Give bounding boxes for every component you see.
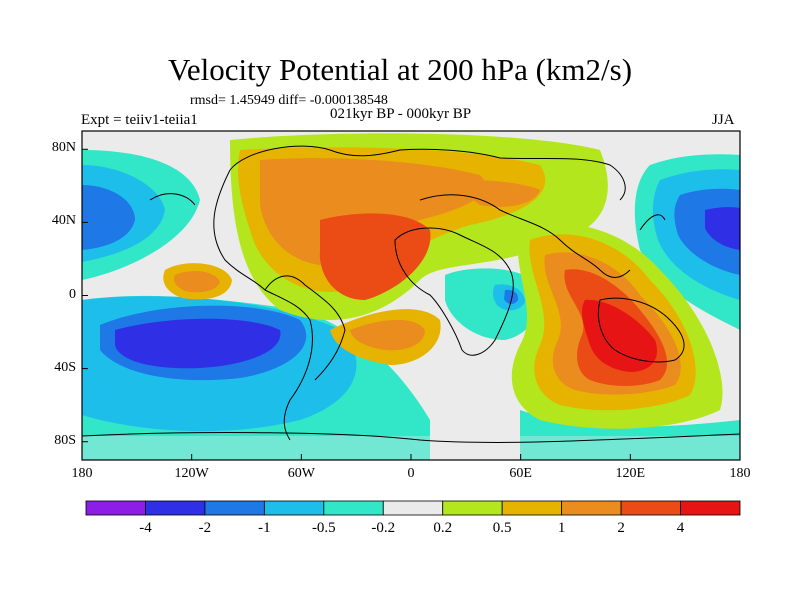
lon-tick-label: 60W bbox=[287, 466, 315, 481]
colorbar-label: -4 bbox=[139, 520, 152, 536]
colorbar-swatch bbox=[145, 500, 206, 516]
lat-tick-label: 80N bbox=[51, 140, 76, 156]
season-label: JJA bbox=[712, 112, 735, 128]
colorbar-swatch bbox=[442, 500, 503, 516]
colorbar-swatch bbox=[382, 500, 444, 516]
colorbar-swatch bbox=[501, 500, 563, 516]
colorbar-swatch bbox=[204, 500, 265, 516]
chart-title: Velocity Potential at 200 hPa (km2/s) bbox=[167, 52, 633, 87]
coastlines bbox=[82, 145, 740, 443]
period-label: 021kyr BP - 000kyr BP bbox=[330, 106, 472, 122]
lon-tick-label: 0 bbox=[407, 466, 415, 481]
colorbar-swatch bbox=[85, 500, 146, 516]
lat-tick-label: 40S bbox=[54, 359, 76, 375]
colorbar-swatch bbox=[323, 500, 384, 516]
colorbar-swatch bbox=[263, 500, 325, 516]
contour-field bbox=[82, 131, 740, 460]
lon-tick-label: 120E bbox=[615, 466, 646, 481]
colorbar bbox=[85, 500, 741, 516]
colorbar-label: 0.2 bbox=[433, 520, 453, 536]
colorbar-swatch bbox=[620, 500, 681, 516]
colorbar-label: -1 bbox=[258, 520, 271, 536]
stats-text: rmsd= 1.45949 diff= -0.000138548 bbox=[190, 93, 388, 108]
lon-tick-label: 120W bbox=[174, 466, 209, 481]
colorbar-label: -0.2 bbox=[371, 520, 396, 536]
colorbar-swatch bbox=[561, 500, 622, 516]
colorbar-label: -0.5 bbox=[311, 520, 336, 536]
lon-tick-label: 60E bbox=[509, 466, 532, 481]
lon-tick-label: 180 bbox=[729, 466, 751, 481]
colorbar-label: 0.5 bbox=[492, 520, 512, 536]
colorbar-swatch bbox=[680, 500, 741, 516]
axis-ticks bbox=[81, 148, 741, 460]
lat-tick-label: 80S bbox=[54, 432, 76, 448]
colorbar-label: 2 bbox=[617, 520, 625, 536]
colorbar-label: -2 bbox=[198, 520, 212, 536]
lon-tick-label: 180 bbox=[71, 466, 93, 481]
lat-tick-label: 40N bbox=[51, 213, 76, 229]
experiment-label: Expt = teiiv1-teiia1 bbox=[81, 112, 198, 128]
colorbar-label: 1 bbox=[557, 520, 566, 536]
lat-tick-label: 0 bbox=[69, 286, 76, 302]
colorbar-label: 4 bbox=[676, 520, 685, 536]
